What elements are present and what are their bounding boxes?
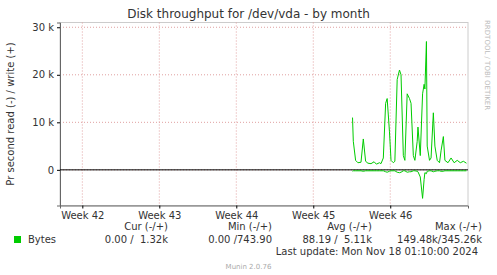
tick: Week 45	[292, 206, 335, 221]
series-line	[353, 171, 467, 199]
legend-value: 0.00 /743.90	[208, 234, 272, 245]
tick: Week 44	[215, 206, 258, 221]
grid-line	[159, 23, 160, 206]
tick-label: Week 43	[138, 210, 181, 221]
title: Disk throughput for /dev/vda - by month	[127, 7, 370, 21]
legend-header: Min (-/+)	[228, 221, 272, 232]
y-axis: 0 10 k 20 k 30 k	[32, 22, 60, 206]
tick-mark	[159, 206, 160, 209]
legend-header: Avg (-/+)	[327, 221, 372, 232]
tick-mark	[57, 27, 60, 28]
grid-line	[60, 27, 468, 28]
tick: 0	[48, 165, 60, 176]
tick-label: Week 44	[215, 210, 258, 221]
legend: Cur (-/+) Min (-/+) Avg (-/+) Max (-/+) Byte…	[14, 221, 482, 245]
tick-label: Week 45	[292, 210, 335, 221]
grid-line	[60, 74, 468, 75]
series-line	[353, 42, 467, 165]
legend-value: 149.48k/345.26k	[397, 234, 482, 245]
tick-mark	[390, 206, 391, 209]
grid-line	[60, 122, 468, 123]
tick: 30 k	[32, 22, 60, 33]
tick-label: 0	[48, 165, 54, 176]
tick-label: 20 k	[32, 69, 54, 80]
tick: Week 43	[138, 206, 181, 221]
grid-line	[60, 169, 468, 170]
plot-area	[353, 42, 467, 199]
tick-mark	[57, 170, 60, 171]
tick-label: Week 42	[61, 210, 104, 221]
chart: 010 k20 k30 kWeek 42Week 43Week 44Week 4…	[0, 0, 497, 275]
zero-line	[60, 169, 468, 170]
plot-frame	[60, 23, 468, 206]
tick-mark	[236, 206, 237, 209]
tick: 10 k	[32, 117, 60, 128]
grid	[60, 23, 468, 206]
tick: Week 46	[369, 206, 412, 221]
footer: Munin 2.0.76	[226, 263, 272, 271]
tick-label: 30 k	[32, 22, 54, 33]
tick: Week 42	[61, 206, 104, 221]
tick: 20 k	[32, 69, 60, 80]
grid-line	[390, 23, 391, 206]
tick-mark	[313, 206, 314, 209]
axis-line	[61, 206, 469, 209]
grid-line	[313, 23, 314, 206]
legend-swatch	[14, 236, 21, 243]
x-axis: Week 42 Week 43 Week 44 Week 45 Week 46	[61, 206, 469, 221]
tick-label: 10 k	[32, 117, 54, 128]
last-update: Last update: Mon Nov 18 01:10:00 2024	[276, 246, 478, 257]
legend-label: Bytes	[28, 234, 56, 245]
grid-line	[82, 23, 83, 206]
legend-value: 88.19 / 5.11k	[302, 234, 372, 245]
tick-label: Week 46	[369, 210, 412, 221]
tick-mark	[57, 75, 60, 76]
legend-header: Cur (-/+)	[124, 221, 168, 232]
grid-line	[236, 23, 237, 206]
legend-header: Max (-/+)	[435, 221, 482, 232]
background	[0, 0, 497, 275]
tick-mark	[57, 122, 60, 123]
legend-value: 0.00 / 1.32k	[105, 234, 168, 245]
axis-line	[57, 23, 61, 206]
watermark: RRDTOOL / TOBI OETIKER	[483, 20, 491, 110]
tick-mark	[82, 206, 83, 209]
y-axis-title: Pr second read (-) / write (+)	[5, 42, 16, 185]
